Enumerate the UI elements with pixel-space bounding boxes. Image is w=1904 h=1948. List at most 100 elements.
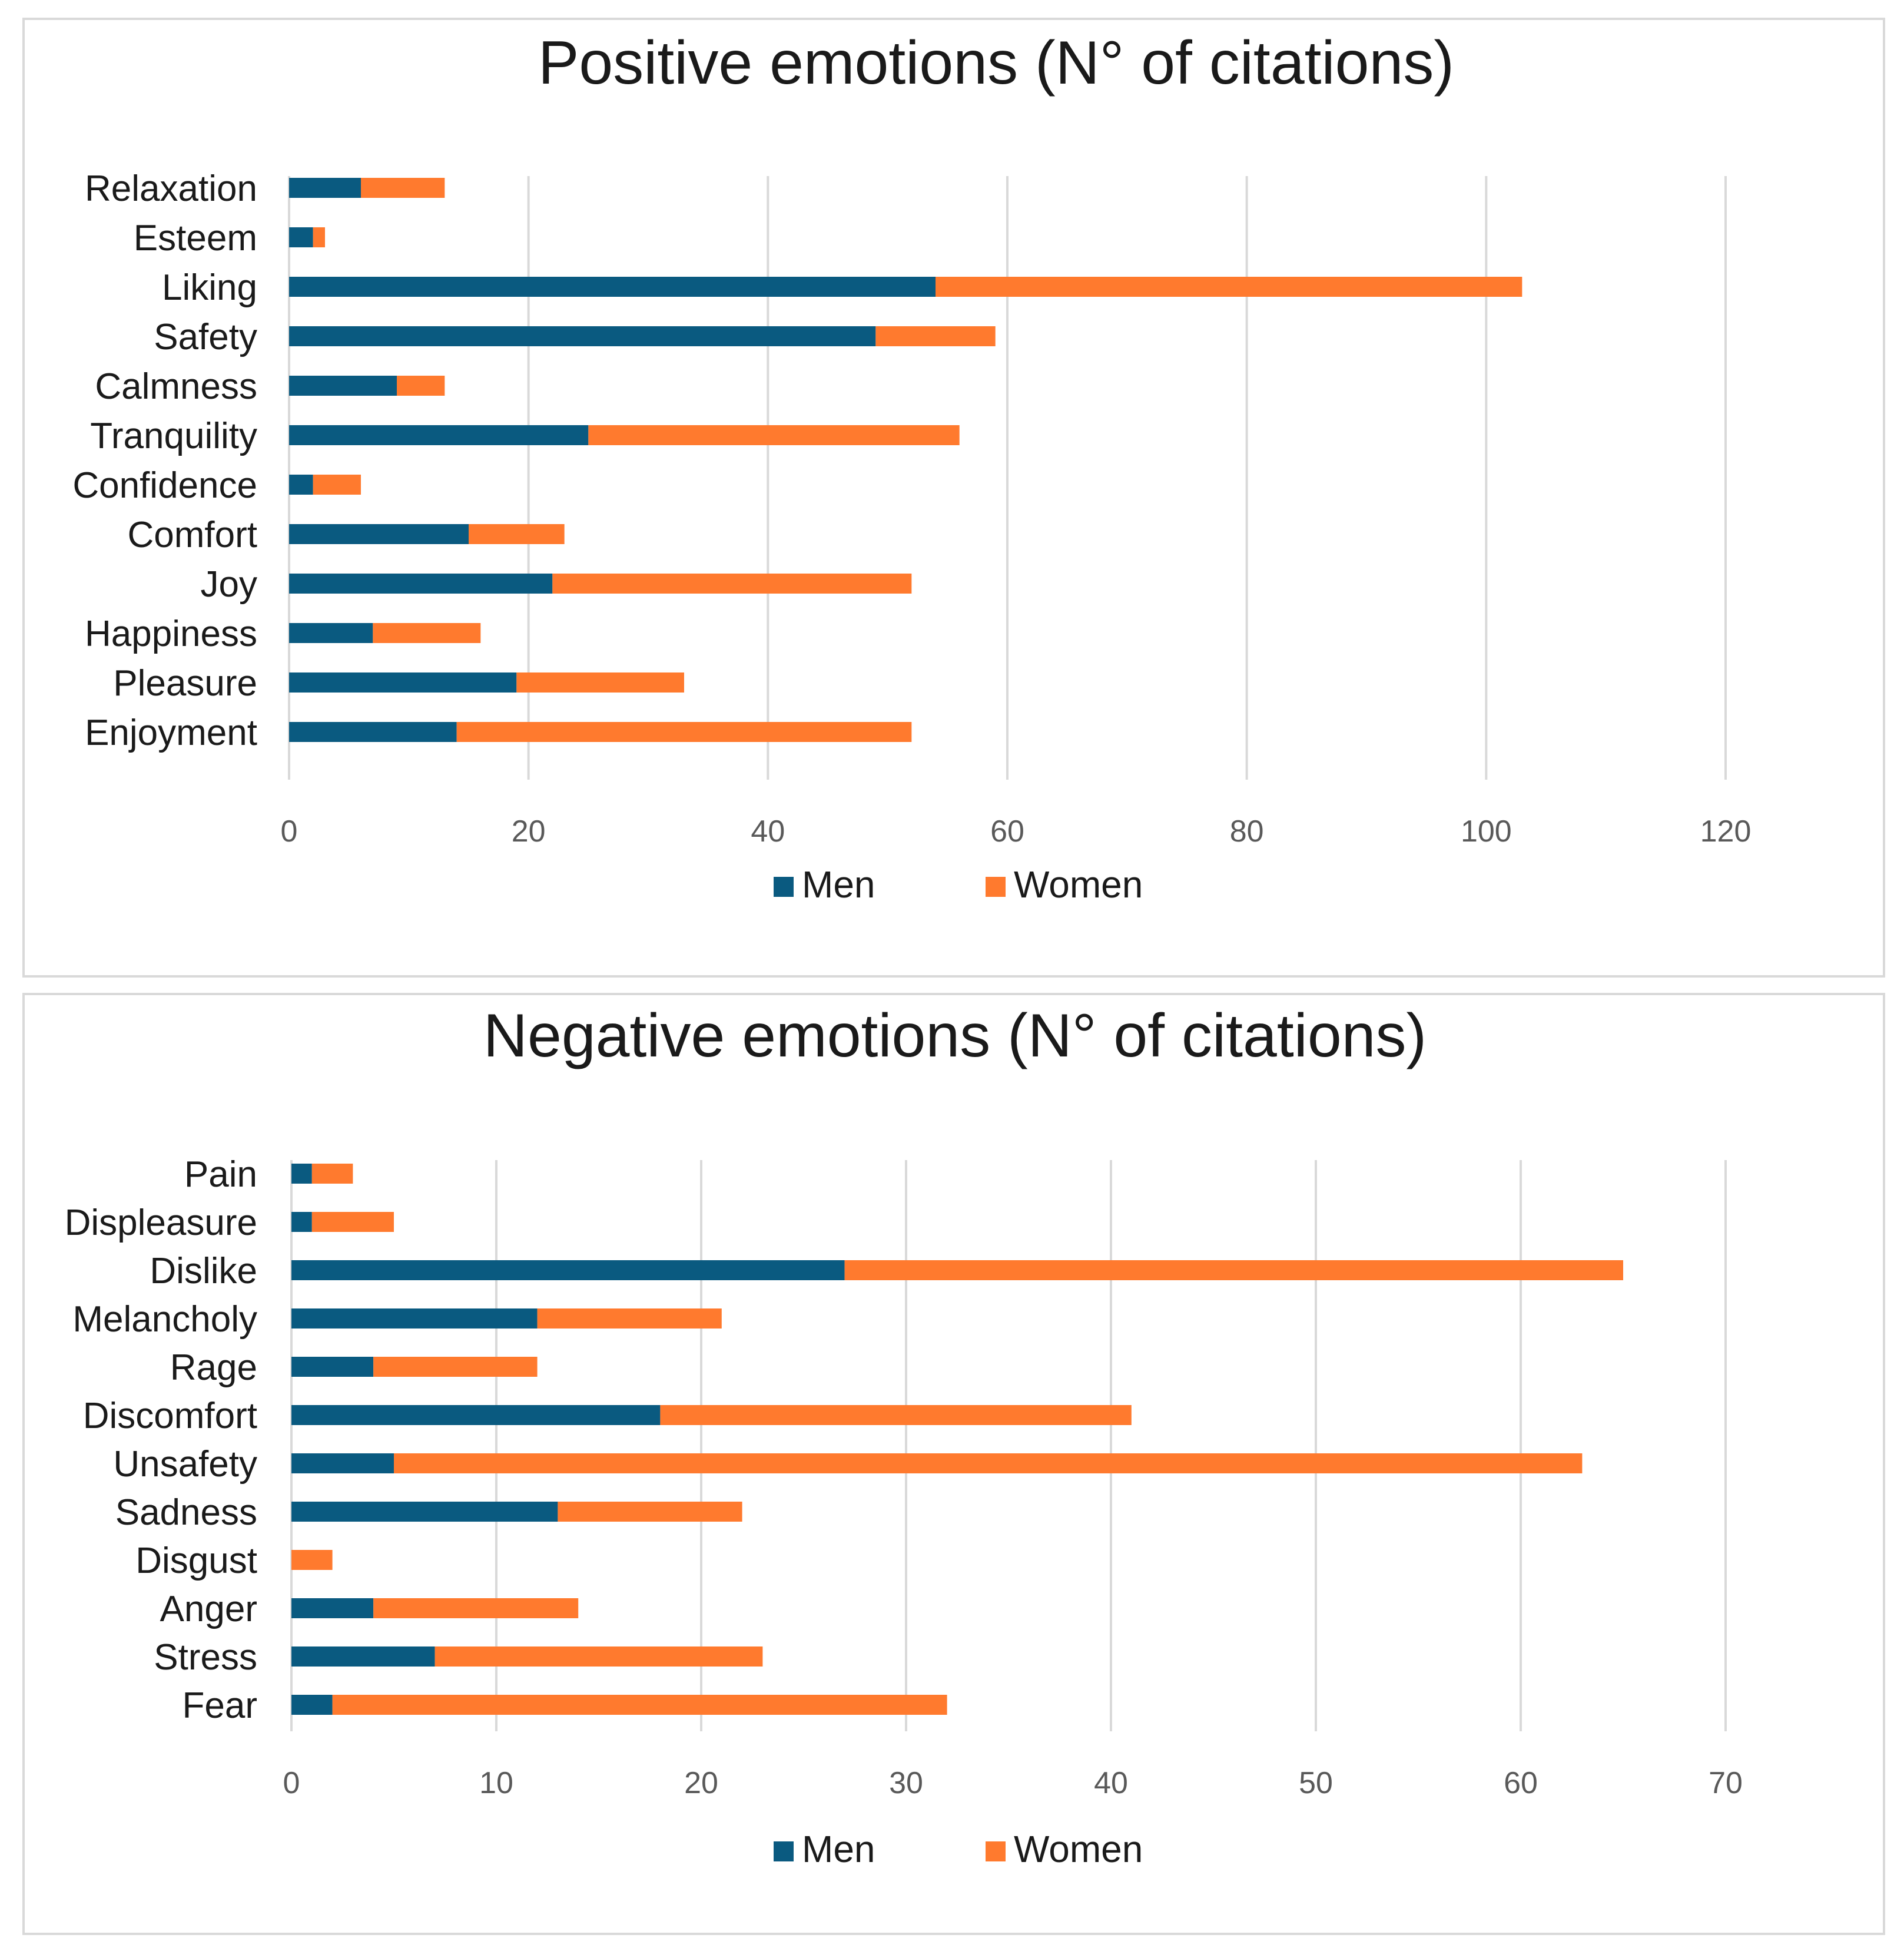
bar-women-happiness (373, 623, 481, 643)
bar-men-liking (289, 277, 936, 297)
bar-men-displeasure (291, 1212, 312, 1232)
x-tick-label: 80 (1230, 814, 1264, 849)
bar-women-pain (311, 1164, 353, 1184)
positive-emotions-chart: Positive emotions (N° of citations) Rela… (72, 29, 1752, 906)
category-label-anger: Anger (160, 1589, 257, 1629)
bar-women-safety (875, 326, 996, 346)
category-label-fear: Fear (183, 1685, 257, 1726)
category-label-enjoyment: Enjoyment (85, 713, 257, 753)
bar-men-dislike (291, 1260, 845, 1280)
bar-men-calmness (289, 376, 397, 396)
bar-men-esteem (289, 227, 313, 247)
legend-label-men: Men (802, 863, 875, 906)
negative-emotions-chart-panel: Negative emotions (N° of citations) Pain… (22, 993, 1885, 1935)
bar-men-enjoyment (289, 722, 457, 742)
bar-men-comfort (289, 524, 469, 544)
category-label-safety: Safety (154, 317, 257, 357)
x-tick-label: 40 (751, 814, 785, 849)
category-label-confidence: Confidence (72, 465, 257, 506)
bar-men-stress (291, 1646, 435, 1667)
bar-men-rage (291, 1357, 374, 1377)
legend-swatch-women (986, 877, 1006, 897)
bar-women-dislike (844, 1260, 1623, 1280)
category-label-melancholy: Melancholy (72, 1299, 257, 1340)
positive-emotions-chart-panel: Positive emotions (N° of citations) Rela… (22, 18, 1885, 978)
bar-men-discomfort (291, 1405, 661, 1425)
x-tick-label: 50 (1299, 1766, 1333, 1800)
x-tick-label: 100 (1461, 814, 1512, 849)
bar-women-comfort (469, 524, 565, 544)
bar-women-melancholy (537, 1308, 722, 1329)
bar-men-fear (291, 1695, 333, 1715)
bar-women-anger (373, 1598, 579, 1618)
x-tick-label: 120 (1700, 814, 1752, 849)
x-tick-label: 0 (283, 1766, 300, 1800)
bar-women-unsafety (394, 1453, 1583, 1473)
category-label-tranquility: Tranquility (90, 416, 257, 456)
x-tick-label: 20 (512, 814, 546, 849)
bar-women-liking (936, 277, 1522, 297)
bar-men-confidence (289, 475, 313, 495)
bar-men-pleasure (289, 672, 517, 693)
x-tick-label: 60 (1504, 1766, 1538, 1800)
x-tick-label: 0 (281, 814, 298, 849)
category-label-displeasure: Displeasure (65, 1202, 257, 1243)
legend-label-men: Men (802, 1828, 875, 1870)
bar-women-fear (332, 1695, 947, 1715)
bar-women-tranquility (588, 425, 960, 445)
bar-men-unsafety (291, 1453, 394, 1473)
chart-title: Negative emotions (N° of citations) (483, 1002, 1427, 1070)
x-tick-label: 30 (889, 1766, 923, 1800)
category-label-stress: Stress (154, 1637, 257, 1678)
category-label-dislike: Dislike (150, 1251, 257, 1291)
bar-men-tranquility (289, 425, 589, 445)
category-label-calmness: Calmness (95, 366, 257, 407)
bar-women-calmness (397, 376, 445, 396)
bar-men-melancholy (291, 1308, 538, 1329)
bar-men-joy (289, 574, 553, 594)
bar-women-rage (373, 1357, 538, 1377)
bar-women-confidence (313, 475, 361, 495)
category-label-disgust: Disgust (135, 1540, 257, 1581)
category-label-joy: Joy (201, 564, 257, 605)
x-tick-label: 60 (990, 814, 1024, 849)
legend-label-women: Women (1014, 1828, 1143, 1870)
legend-label-women: Women (1014, 863, 1143, 906)
bar-women-esteem (313, 227, 325, 247)
category-label-discomfort: Discomfort (83, 1396, 257, 1436)
category-label-unsafety: Unsafety (113, 1444, 257, 1485)
bar-men-sadness (291, 1502, 558, 1522)
legend-swatch-women (986, 1841, 1006, 1861)
category-label-pleasure: Pleasure (113, 663, 257, 704)
bar-women-sadness (558, 1502, 742, 1522)
bar-women-stress (434, 1646, 763, 1667)
category-label-pain: Pain (184, 1154, 257, 1195)
bar-women-displeasure (311, 1212, 394, 1232)
bar-men-pain (291, 1164, 312, 1184)
bar-women-enjoyment (456, 722, 912, 742)
category-label-relaxation: Relaxation (85, 168, 257, 209)
x-tick-label: 20 (684, 1766, 718, 1800)
legend-swatch-men (774, 1841, 794, 1861)
category-label-sadness: Sadness (115, 1492, 257, 1533)
bar-women-disgust (291, 1550, 333, 1570)
category-label-rage: Rage (170, 1347, 257, 1388)
chart-title: Positive emotions (N° of citations) (538, 29, 1454, 97)
x-tick-label: 70 (1709, 1766, 1743, 1800)
negative-emotions-chart: Negative emotions (N° of citations) Pain… (65, 1002, 1743, 1870)
bar-women-discomfort (660, 1405, 1132, 1425)
category-label-comfort: Comfort (128, 515, 257, 555)
category-label-esteem: Esteem (134, 218, 257, 259)
bar-women-joy (552, 574, 912, 594)
category-label-liking: Liking (162, 267, 257, 308)
bar-men-happiness (289, 623, 373, 643)
bar-men-relaxation (289, 178, 361, 198)
x-tick-label: 10 (479, 1766, 513, 1800)
bar-men-anger (291, 1598, 374, 1618)
bar-women-relaxation (361, 178, 445, 198)
bar-men-safety (289, 326, 876, 346)
category-label-happiness: Happiness (85, 614, 257, 654)
bar-women-pleasure (516, 672, 684, 693)
legend-swatch-men (774, 877, 794, 897)
x-tick-label: 40 (1094, 1766, 1128, 1800)
